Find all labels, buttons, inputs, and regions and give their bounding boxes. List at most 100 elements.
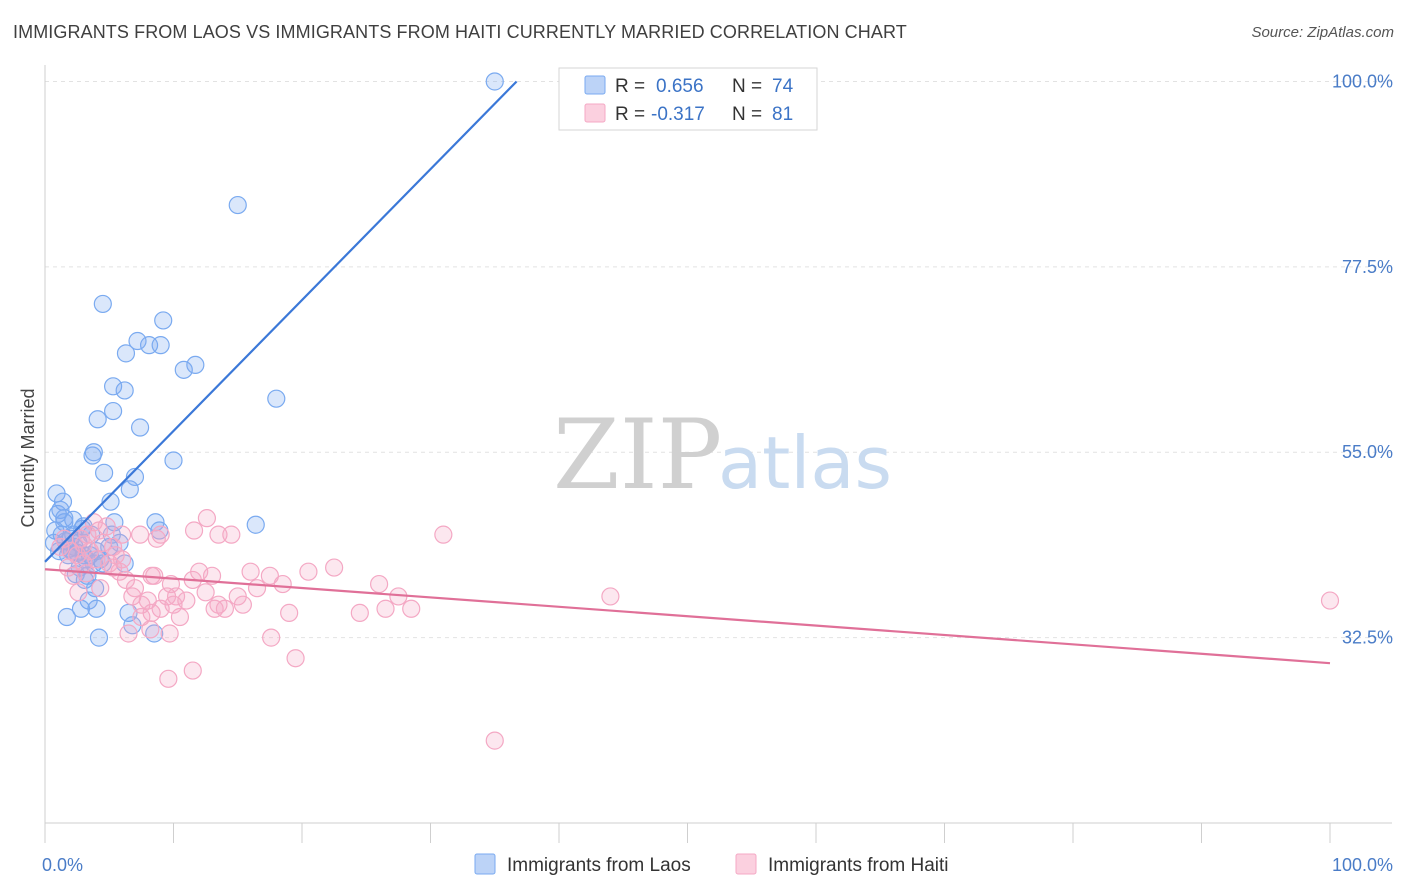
laos-point-44 (174, 360, 193, 379)
bottom-legend-swatch-haiti (735, 853, 757, 875)
laos-point-35 (115, 381, 134, 400)
laos-point-41 (154, 311, 173, 330)
trend-lines (44, 80, 1331, 665)
chart-title: IMMIGRANTS FROM LAOS VS IMMIGRANTS FROM … (13, 22, 907, 42)
haiti-point-55 (601, 587, 620, 606)
laos-point-61 (57, 607, 76, 627)
legend-swatch-laos (584, 75, 606, 95)
haiti-point-79 (233, 595, 252, 614)
series-legend: Immigrants from Laos Immigrants from Hai… (474, 853, 949, 876)
haiti-trend-line (44, 568, 1331, 665)
legend-r-label-haiti: R = (615, 104, 645, 125)
haiti-point-47 (325, 558, 344, 577)
watermark: ZIP atlas (553, 399, 892, 511)
haiti-point-71 (160, 624, 179, 643)
laos-point-38 (116, 344, 136, 363)
laos-point-23 (53, 492, 73, 511)
legend-r-value-haiti: -0.317 (651, 104, 705, 125)
bottom-legend-swatch-laos (474, 853, 496, 875)
laos-point-59 (87, 599, 106, 618)
haiti-point-18 (104, 537, 123, 557)
legend-n-label-laos: N = (732, 76, 762, 97)
laos-point-37 (130, 418, 150, 437)
bottom-legend-label-haiti: Immigrants from Haiti (768, 855, 949, 876)
y-tick-labels: 100.0% 77.5% 55.0% 32.5% (1332, 71, 1393, 647)
y-tick-label-0: 100.0% (1332, 71, 1393, 91)
haiti-point-80 (74, 535, 93, 554)
haiti-point-77 (166, 587, 186, 606)
laos-point-45 (186, 355, 205, 375)
watermark-atlas: atlas (718, 421, 892, 505)
grid-lines (45, 80, 1392, 639)
source-label: Source: ZipAtlas.com (1251, 24, 1394, 41)
haiti-point-75 (183, 661, 202, 680)
haiti-point-72 (262, 628, 281, 647)
laos-point-49 (267, 389, 286, 408)
laos-point-40 (151, 336, 170, 355)
haiti-point-46 (299, 562, 318, 581)
y-tick-label-3: 32.5% (1342, 628, 1393, 648)
haiti-point-60 (184, 521, 204, 540)
haiti-point-45 (280, 603, 299, 623)
axes (44, 65, 1392, 843)
x-tick-label-0: 0.0% (42, 855, 83, 875)
laos-point-34 (104, 401, 123, 421)
haiti-point-54 (485, 731, 504, 750)
haiti-point-41 (241, 562, 260, 581)
haiti-point-73 (286, 649, 305, 668)
bottom-legend-label-laos: Immigrants from Laos (507, 855, 691, 876)
laos-point-53 (246, 515, 265, 534)
haiti-point-69 (132, 607, 151, 627)
laos-point-48 (228, 195, 247, 215)
y-axis-label: Currently Married (18, 388, 38, 527)
legend-n-label-haiti: N = (732, 104, 762, 125)
x-tick-labels: 0.0% 100.0% (42, 855, 1393, 875)
y-tick-label-2: 55.0% (1342, 442, 1393, 462)
haiti-point-31 (170, 607, 190, 627)
laos-point-33 (88, 410, 107, 429)
laos-point-50 (485, 72, 504, 91)
haiti-point-70 (141, 620, 160, 639)
legend-swatch-haiti (584, 103, 606, 123)
legend-n-value-laos: 74 (772, 76, 794, 97)
legend-r-label-laos: R = (615, 76, 645, 97)
haiti-point-17 (97, 517, 116, 536)
laos-point-27 (95, 463, 114, 482)
haiti-point-64 (147, 529, 166, 548)
haiti-point-22 (125, 579, 145, 598)
haiti-point-35 (196, 583, 215, 602)
haiti-point-78 (205, 599, 224, 618)
laos-trend-line (44, 80, 518, 563)
haiti-point-52 (402, 599, 421, 618)
watermark-zip: ZIP (553, 399, 722, 511)
haiti-point-39 (222, 525, 241, 544)
haiti-point-32 (177, 591, 196, 610)
haiti-point-38 (215, 599, 234, 618)
laos-point-36 (104, 377, 123, 396)
laos-point-43 (93, 294, 112, 314)
legend-n-value-haiti: 81 (772, 104, 793, 125)
haiti-point-44 (273, 574, 292, 594)
laos-point-42 (128, 331, 147, 351)
y-tick-label-1: 77.5% (1342, 257, 1393, 277)
legend-r-value-laos: 0.656 (656, 76, 704, 97)
stats-legend: R = 0.656 N = 74 R = -0.317 N = 81 (558, 67, 818, 131)
laos-point-70 (55, 509, 74, 528)
laos-point-28 (101, 492, 120, 511)
haiti-point-68 (119, 624, 138, 643)
haiti-point-62 (112, 525, 132, 544)
laos-point-46 (125, 467, 145, 487)
series-haiti-points (51, 509, 1340, 750)
laos-point-32 (84, 443, 103, 462)
laos-point-47 (164, 451, 183, 470)
haiti-point-56 (1320, 591, 1340, 610)
haiti-point-48 (350, 603, 369, 623)
laos-point-65 (89, 628, 109, 647)
haiti-point-59 (209, 525, 228, 544)
haiti-point-65 (91, 579, 110, 598)
haiti-point-74 (159, 669, 178, 688)
haiti-point-63 (130, 525, 150, 544)
haiti-point-53 (434, 525, 453, 544)
series-laos-points (44, 72, 504, 647)
haiti-point-61 (104, 558, 123, 577)
